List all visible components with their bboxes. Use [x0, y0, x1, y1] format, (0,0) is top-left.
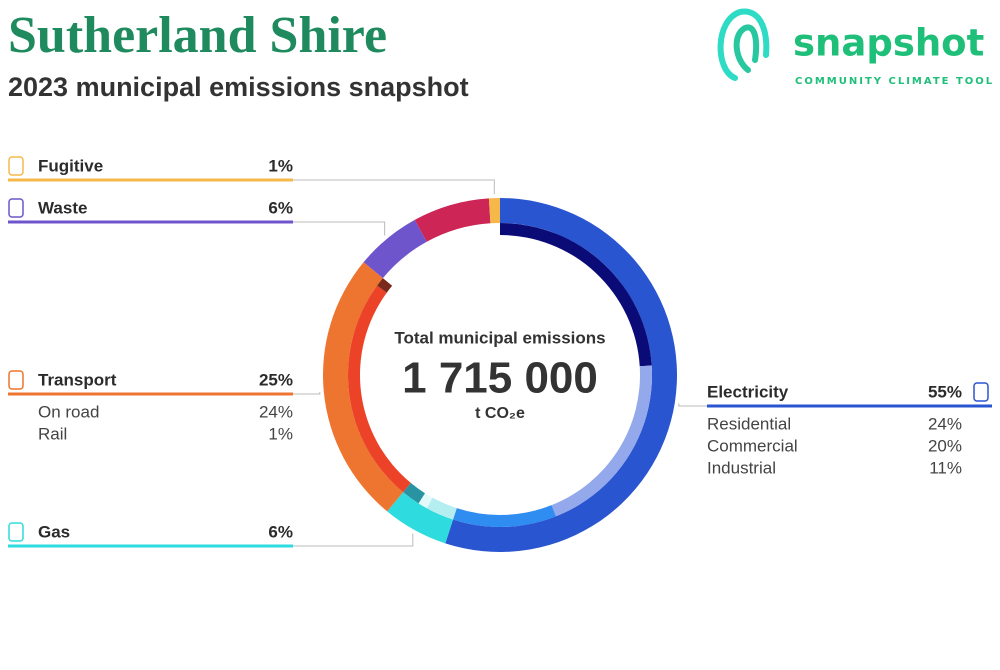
- leader-line: [293, 533, 414, 547]
- subsector-value: 24%: [259, 402, 293, 421]
- legend-icon: [973, 382, 989, 402]
- leader-line: [678, 403, 707, 407]
- subsector-arc: [348, 285, 411, 493]
- subsector-arc: [403, 482, 425, 504]
- legend-icon: [8, 198, 24, 218]
- unit: t CO₂e: [475, 405, 525, 422]
- subsector-arc: [377, 278, 393, 293]
- logo: [717, 8, 770, 81]
- chart-subtitle: 2023 municipal emissions snapshot: [8, 72, 469, 102]
- subsector-value: 11%: [929, 458, 962, 477]
- leader-line: [293, 221, 386, 236]
- legend-value: 55%: [928, 382, 962, 401]
- subsector-arc: [551, 365, 652, 517]
- brand-tagline: COMMUNITY CLIMATE TOOL: [795, 76, 994, 87]
- sector-arc: [414, 198, 491, 242]
- subsector-name: Residential: [707, 414, 791, 433]
- legend-name: Transport: [38, 370, 117, 389]
- subsector-value: 24%: [928, 414, 962, 433]
- sector-arc: [387, 492, 454, 544]
- subsector-name: Industrial: [707, 458, 776, 477]
- legend-value: 6%: [268, 198, 293, 217]
- subsector-value: 20%: [928, 436, 962, 455]
- leader-line: [293, 179, 495, 195]
- legend-icon: [8, 522, 24, 542]
- subsector-arc: [418, 493, 433, 509]
- legend-name: Gas: [38, 522, 70, 541]
- brand: snapshot: [793, 22, 984, 65]
- leader-line: [293, 392, 321, 395]
- legend-value: 6%: [268, 522, 293, 541]
- center-label: Total municipal emissions: [394, 328, 605, 347]
- total: 1 715 000: [402, 354, 598, 403]
- sector-arc: [363, 219, 427, 279]
- subsector-name: On road: [38, 402, 99, 421]
- legend-name: Waste: [38, 198, 87, 217]
- legend-icon: [8, 156, 24, 176]
- subsector-value: 1%: [268, 424, 293, 443]
- subsector-arc: [426, 497, 457, 520]
- subsector-name: Commercial: [707, 436, 798, 455]
- subsector-name: Rail: [38, 424, 67, 443]
- chart-title: Sutherland Shire: [8, 7, 387, 64]
- legend-name: Fugitive: [38, 156, 103, 175]
- sector-arc: [323, 262, 404, 512]
- subsector-arc: [453, 505, 556, 528]
- subsector-arc: [500, 223, 652, 367]
- sector-arc: [488, 198, 500, 224]
- legend-name: Electricity: [707, 382, 789, 401]
- legend-icon: [8, 370, 24, 390]
- legend-value: 1%: [268, 156, 293, 175]
- legend-value: 25%: [259, 370, 293, 389]
